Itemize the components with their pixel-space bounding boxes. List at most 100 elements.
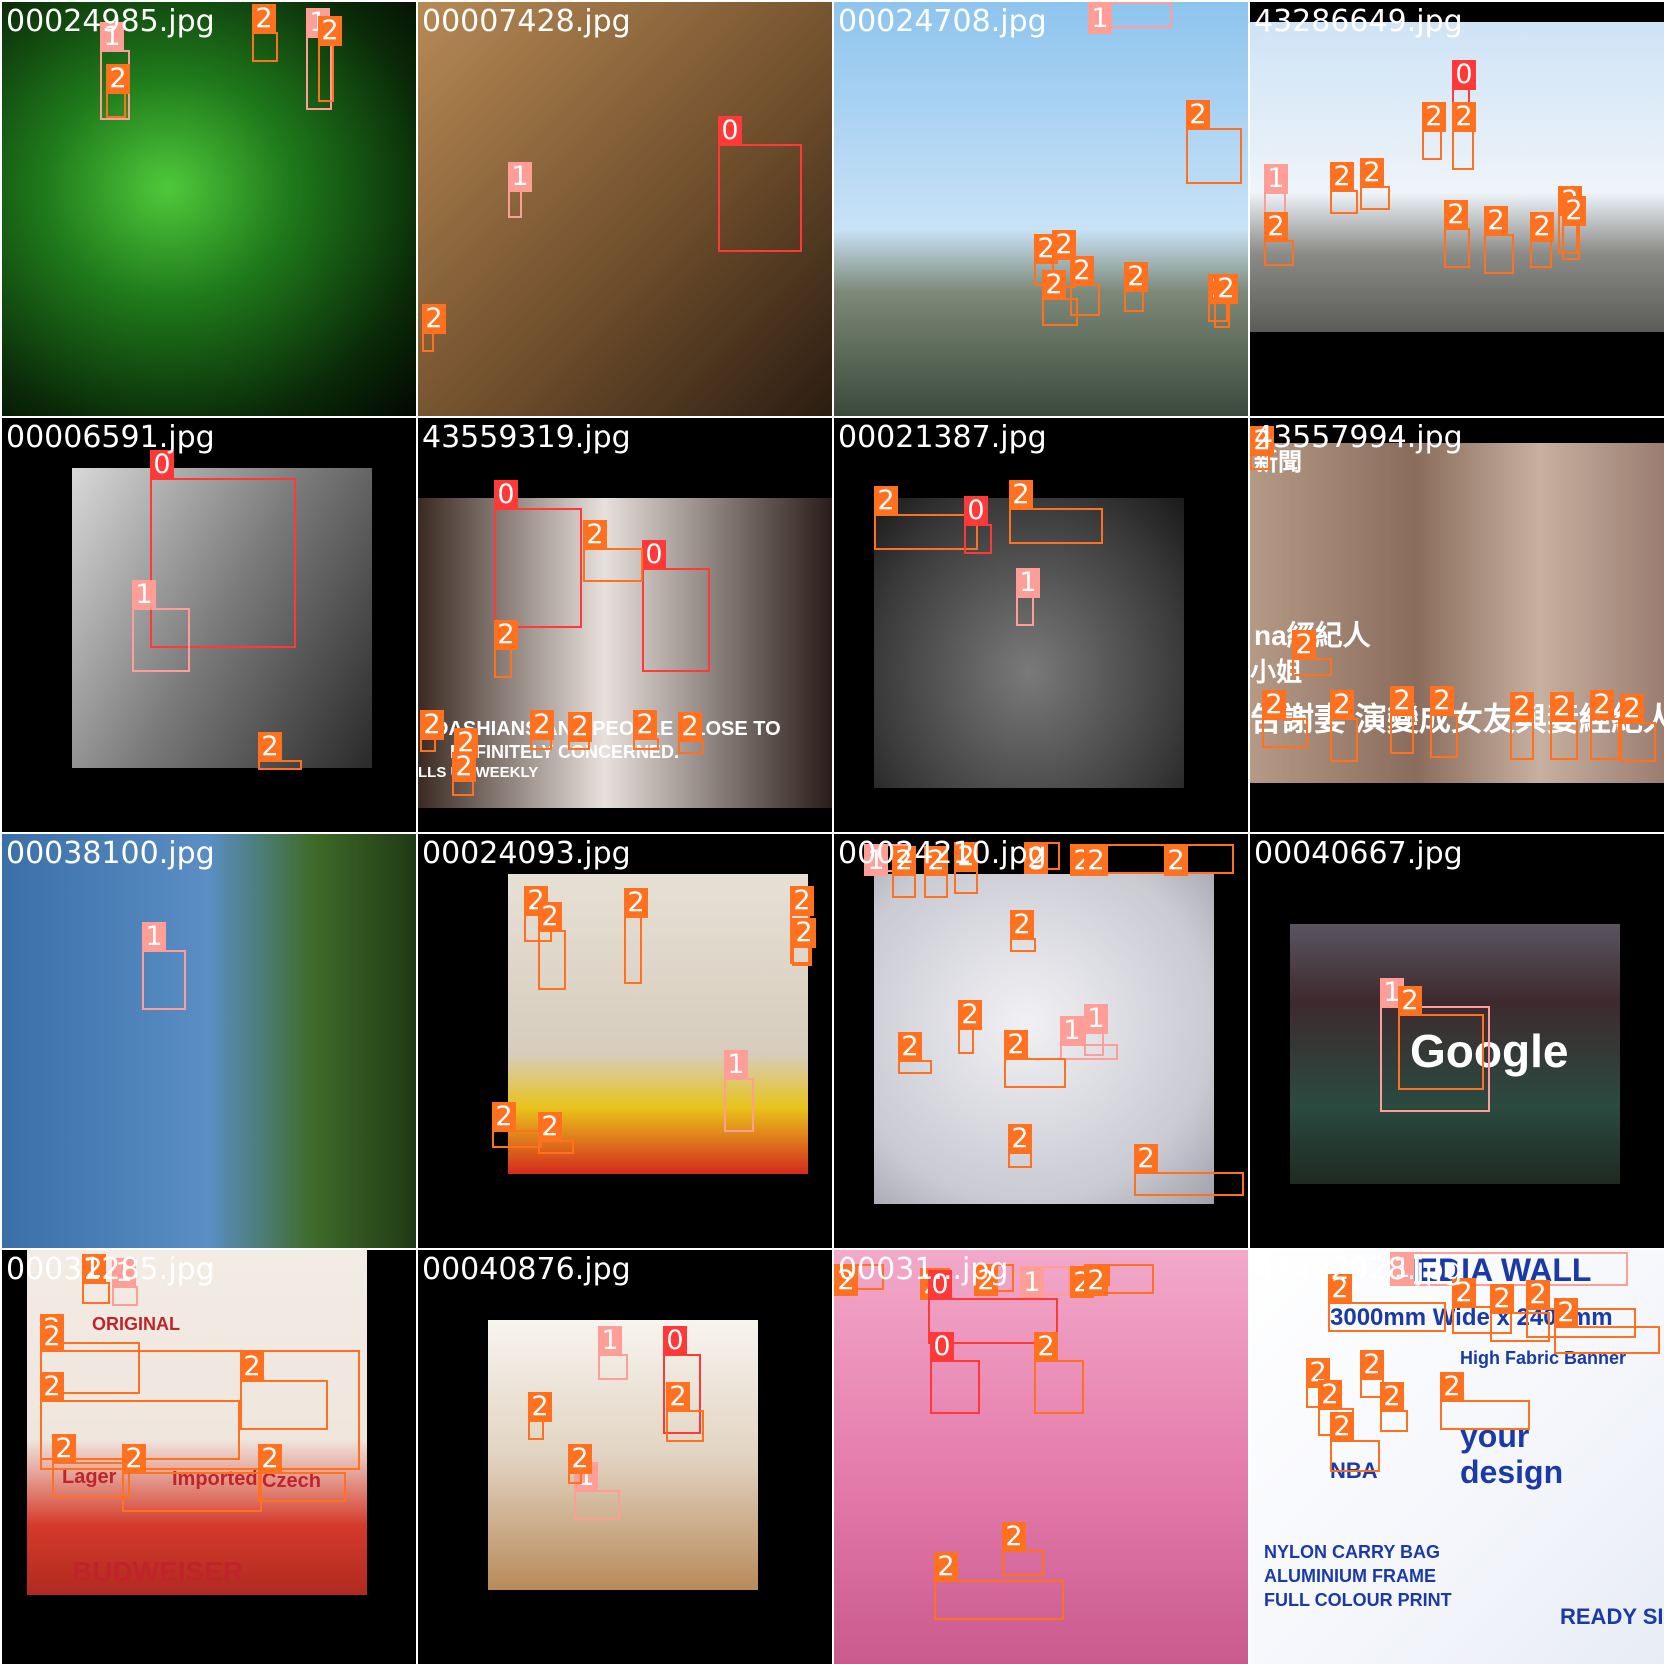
mosaic-tile: MEDIA WALL 3000mm Wide x 2400mm High Fabri… bbox=[1250, 1250, 1664, 1664]
class-label: 2 bbox=[1430, 686, 1454, 716]
image-text: NYLON CARRY BAG bbox=[1264, 1542, 1441, 1562]
mosaic-tile: 0 1 2 00007428.jpg bbox=[418, 2, 832, 416]
bounding-box: 1 bbox=[724, 1050, 754, 1132]
bounding-box: 2 bbox=[1360, 1350, 1384, 1398]
bounding-box: 2 bbox=[1440, 1372, 1530, 1430]
class-label: 2 bbox=[790, 886, 814, 916]
class-label: 2 bbox=[420, 710, 444, 740]
class-label: 2 bbox=[1330, 162, 1354, 192]
class-label: 1 bbox=[1020, 1268, 1044, 1298]
class-label: 2 bbox=[1164, 846, 1188, 876]
class-label: 2 bbox=[1510, 692, 1534, 722]
class-label: 2 bbox=[1590, 690, 1614, 720]
mosaic-tile: 12222222200024708.jpg bbox=[834, 2, 1248, 416]
class-label: 2 bbox=[452, 752, 476, 782]
bounding-box: 1 bbox=[1060, 1016, 1118, 1060]
class-label: 2 bbox=[538, 902, 562, 932]
class-label: 1 bbox=[1264, 164, 1288, 194]
bounding-box: 2 bbox=[1620, 694, 1656, 762]
bounding-box: 2 bbox=[494, 620, 518, 678]
class-label: 2 bbox=[1562, 196, 1586, 226]
sample-image bbox=[418, 2, 832, 416]
bounding-box: 2 bbox=[1380, 1382, 1408, 1432]
bounding-box: 2 bbox=[52, 1434, 130, 1498]
sample-image bbox=[1290, 924, 1620, 1184]
tile-filename: 00031...jpg bbox=[838, 1252, 1009, 1287]
class-label: 1 bbox=[598, 1326, 622, 1356]
class-label: 0 bbox=[642, 540, 666, 570]
bounding-box: 1 bbox=[112, 1258, 138, 1306]
bounding-box: 2 bbox=[1292, 630, 1332, 676]
mosaic-tile: 02212222222243286649.jpg bbox=[1250, 2, 1664, 416]
bounding-box: 2 bbox=[538, 1112, 574, 1154]
bounding-box: 1 bbox=[508, 162, 532, 218]
bounding-box: 2 bbox=[1390, 686, 1414, 754]
class-label: 2 bbox=[258, 1444, 282, 1474]
mosaic-tile: 1 00038100.jpg bbox=[2, 834, 416, 1248]
bounding-box: 2 bbox=[1042, 270, 1078, 326]
image-text: your bbox=[1460, 1418, 1530, 1454]
bounding-box: 2 bbox=[1034, 1332, 1084, 1414]
bounding-box: 0 bbox=[494, 480, 582, 628]
class-label: 2 bbox=[1328, 1274, 1352, 1304]
class-label: 2 bbox=[633, 710, 657, 740]
image-text: DASHIANS AND PEOPLE CLOSE TO bbox=[434, 718, 781, 740]
bounding-box: 2 bbox=[1550, 692, 1578, 760]
bounding-box: 2 bbox=[1250, 426, 1274, 470]
bounding-box: 2 bbox=[1484, 206, 1514, 274]
class-label: 2 bbox=[898, 1032, 922, 1062]
class-label: 1 bbox=[142, 922, 166, 952]
tile-filename: 43559319.jpg bbox=[422, 420, 631, 455]
bounding-box: 2 bbox=[1008, 1124, 1032, 1168]
bounding-box: 2 bbox=[1562, 196, 1586, 260]
bounding-box: 2 bbox=[422, 304, 446, 352]
class-label: 2 bbox=[1620, 694, 1644, 724]
bounding-box: 2 bbox=[1262, 690, 1308, 748]
class-label: 2 bbox=[1004, 1030, 1028, 1060]
bounding-box: 1 bbox=[1264, 164, 1288, 228]
class-label: 2 bbox=[1250, 426, 1274, 456]
class-label: 1 bbox=[1390, 1254, 1414, 1284]
class-label: 2 bbox=[240, 1352, 264, 1382]
class-label: 1 bbox=[1060, 1016, 1084, 1046]
class-label: 2 bbox=[1452, 1278, 1476, 1308]
bounding-box: 2 bbox=[954, 842, 978, 894]
mosaic-tile: ORIGINAL Lager Imported Czech BUDWEISER 2 1 2 2 2… bbox=[2, 1250, 416, 1664]
class-label: 2 bbox=[568, 712, 592, 742]
bounding-box: 2 bbox=[1398, 986, 1484, 1090]
bounding-box: 2 bbox=[258, 1444, 346, 1502]
bounding-box: 2 bbox=[892, 846, 916, 898]
class-label: 2 bbox=[1024, 844, 1048, 874]
class-label: 1 bbox=[724, 1050, 748, 1080]
bounding-box: 2 bbox=[1330, 1412, 1380, 1472]
bounding-box: 2 bbox=[420, 710, 444, 752]
class-label: 2 bbox=[1002, 1522, 1026, 1552]
class-label: 1 bbox=[1088, 4, 1112, 34]
class-label: 2 bbox=[1484, 206, 1508, 236]
class-label: 2 bbox=[1034, 1332, 1058, 1362]
bounding-box: 2 bbox=[1124, 262, 1148, 312]
bounding-box: 2 bbox=[1024, 842, 1060, 874]
bounding-box: 2 bbox=[1554, 1298, 1660, 1354]
bounding-box: 2 bbox=[1422, 102, 1446, 160]
bounding-box: 0 bbox=[964, 496, 992, 554]
bounding-box: 2 bbox=[1510, 692, 1534, 760]
bounding-box: 1 bbox=[1088, 2, 1172, 34]
mosaic-tile: 1 2 2 2 2 2 2 1 2 2 2 1 2 2 2 2 00024210.jpg bbox=[834, 834, 1248, 1248]
class-label: 0 bbox=[663, 1326, 687, 1356]
bounding-box: 2 bbox=[252, 4, 278, 62]
tile-filename: 00031285.jpg bbox=[6, 1252, 215, 1287]
bounding-box: 2 bbox=[1009, 480, 1103, 544]
class-label: 2 bbox=[892, 846, 916, 876]
image-text: Lager bbox=[62, 1466, 117, 1488]
bounding-box: 0 bbox=[930, 1332, 980, 1414]
bounding-box: 2 bbox=[958, 1000, 982, 1054]
class-label: 2 bbox=[40, 1372, 64, 1402]
bounding-box: 2 bbox=[1430, 686, 1458, 758]
bounding-box: 1 bbox=[598, 1326, 628, 1380]
bounding-box: 0 bbox=[718, 116, 802, 252]
bounding-box: 2 bbox=[1360, 158, 1390, 210]
class-label: 2 bbox=[1042, 270, 1066, 300]
bounding-box: 2 bbox=[1444, 200, 1470, 268]
